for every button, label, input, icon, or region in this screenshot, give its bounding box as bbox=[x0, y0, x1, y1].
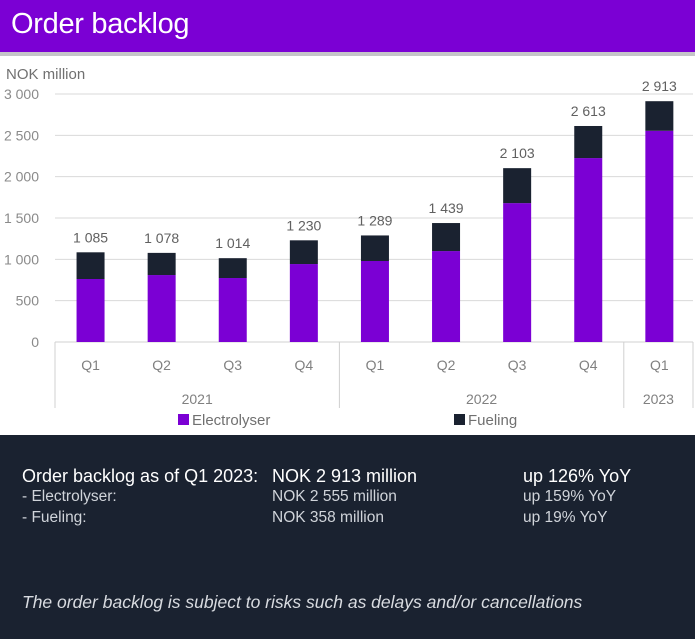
x-tick-label: Q4 bbox=[579, 357, 598, 373]
header-bar: Order backlog bbox=[0, 0, 695, 52]
bar-fueling bbox=[147, 252, 176, 276]
bar-electrolyser bbox=[645, 130, 674, 342]
y-axis-title: NOK million bbox=[6, 66, 85, 83]
header-divider bbox=[0, 52, 695, 56]
summary-total-label: Order backlog as of Q1 2023: bbox=[22, 466, 259, 486]
bar-fueling bbox=[218, 258, 247, 279]
summary-panel: Order backlog as of Q1 2023: NOK 2 913 m… bbox=[0, 435, 695, 639]
y-tick-label: 2 000 bbox=[4, 169, 39, 185]
x-tick-label: Q1 bbox=[650, 357, 669, 373]
summary-total-value: NOK 2 913 million bbox=[272, 466, 418, 486]
data-label: 1 439 bbox=[429, 200, 464, 216]
bar-electrolyser bbox=[574, 158, 603, 342]
x-tick-label: Q2 bbox=[152, 357, 171, 373]
legend-swatch-fueling bbox=[454, 414, 465, 425]
data-label: 2 613 bbox=[571, 103, 606, 119]
summary-fueling-change: up 19% YoY bbox=[523, 509, 608, 526]
bar-electrolyser bbox=[289, 264, 318, 342]
summary-electrolyser-change: up 159% YoY bbox=[523, 488, 617, 505]
x-tick-label: Q2 bbox=[437, 357, 456, 373]
bar-fueling bbox=[360, 235, 389, 261]
summary-fueling-label: - Fueling: bbox=[22, 509, 87, 526]
bar-fueling bbox=[645, 101, 674, 131]
data-label: 1 085 bbox=[73, 229, 108, 245]
data-label: 2 103 bbox=[500, 145, 535, 161]
y-tick-label: 0 bbox=[31, 334, 39, 350]
x-tick-label: Q3 bbox=[508, 357, 527, 373]
data-label: 1 230 bbox=[286, 217, 321, 233]
summary-electrolyser-label: - Electrolyser: bbox=[22, 488, 117, 505]
order-backlog-chart: NOK million 0 500 1 000 1 500 2 000 2 500 3 000… bbox=[4, 66, 694, 429]
legend-label-electrolyser: Electrolyser bbox=[192, 412, 270, 429]
bar-electrolyser bbox=[76, 279, 105, 342]
summary-electrolyser-value: NOK 2 555 million bbox=[272, 488, 397, 505]
y-tick-label: 1 000 bbox=[4, 251, 39, 267]
data-label: 2 913 bbox=[642, 78, 677, 94]
bar-fueling bbox=[574, 125, 603, 159]
bar-electrolyser bbox=[360, 260, 389, 342]
risk-note: The order backlog is subject to risks su… bbox=[22, 592, 583, 612]
bar-fueling bbox=[432, 223, 461, 252]
y-tick-label: 1 500 bbox=[4, 210, 39, 226]
summary-total-change: up 126% YoY bbox=[523, 466, 632, 486]
data-label: 1 078 bbox=[144, 230, 179, 246]
bar-electrolyser bbox=[218, 278, 247, 342]
y-tick-label: 3 000 bbox=[4, 86, 39, 102]
bar-electrolyser bbox=[432, 251, 461, 342]
data-label: 1 289 bbox=[357, 212, 392, 228]
group-label: 2023 bbox=[643, 391, 674, 407]
page-title: Order backlog bbox=[11, 8, 190, 40]
x-tick-label: Q1 bbox=[81, 357, 100, 373]
bar-fueling bbox=[76, 252, 105, 280]
y-tick-label: 500 bbox=[16, 293, 40, 309]
x-tick-label: Q4 bbox=[295, 357, 314, 373]
summary-fueling-value: NOK 358 million bbox=[272, 509, 384, 526]
legend-swatch-electrolyser bbox=[178, 414, 189, 425]
bar-fueling bbox=[289, 240, 318, 265]
data-label: 1 014 bbox=[215, 235, 250, 251]
group-label: 2021 bbox=[182, 391, 213, 407]
group-label: 2022 bbox=[466, 391, 497, 407]
x-tick-label: Q3 bbox=[223, 357, 242, 373]
bar-electrolyser bbox=[503, 203, 532, 342]
bar-fueling bbox=[503, 168, 532, 204]
x-tick-label: Q1 bbox=[366, 357, 385, 373]
bar-electrolyser bbox=[147, 275, 176, 342]
legend-label-fueling: Fueling bbox=[468, 412, 517, 429]
y-tick-label: 2 500 bbox=[4, 127, 39, 143]
